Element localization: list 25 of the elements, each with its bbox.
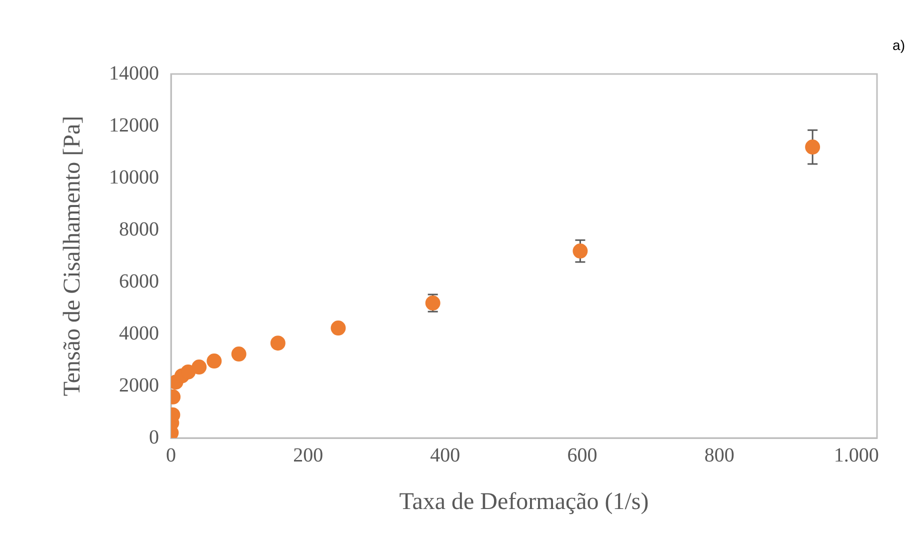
y-axis-title: Tensão de Cisalhamento [Pa] — [60, 116, 86, 396]
point — [805, 140, 820, 155]
point — [270, 336, 286, 351]
x-tick-label: 1.000 — [834, 444, 879, 466]
point — [192, 360, 207, 375]
y-tick-label: 0 — [149, 426, 159, 448]
x-tick-label: 400 — [430, 444, 460, 466]
y-tick-label: 4000 — [119, 322, 159, 344]
point — [572, 244, 588, 259]
point — [180, 364, 196, 380]
x-tick-label: 800 — [704, 444, 734, 466]
y-tick-label: 2000 — [119, 374, 159, 396]
y-tick-label: 12000 — [109, 114, 159, 136]
point — [330, 320, 346, 336]
y-tick-label: 8000 — [119, 218, 159, 240]
y-tick-label: 14000 — [109, 62, 159, 84]
point — [231, 346, 246, 362]
x-tick-label: 600 — [567, 444, 598, 466]
x-tick-label: 0 — [166, 444, 176, 466]
y-tick-label: 10000 — [109, 166, 159, 188]
x-tick-label: 200 — [293, 444, 324, 466]
x-axis-title: Taxa de Deformação (1/s) — [399, 488, 649, 515]
y-tick-label: 6000 — [119, 270, 159, 292]
text: a) — [892, 36, 905, 53]
point — [206, 354, 222, 369]
